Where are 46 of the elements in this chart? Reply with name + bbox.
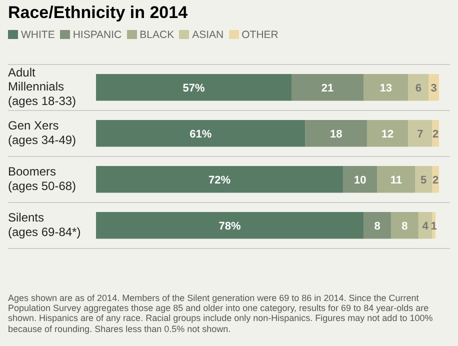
data-label: 61% <box>190 128 212 140</box>
bar <box>96 74 292 101</box>
bar <box>96 212 364 239</box>
data-label: 18 <box>330 128 342 140</box>
data-label: 13 <box>380 82 392 94</box>
bar <box>292 74 364 101</box>
legend-label: HISPANIC <box>72 29 122 41</box>
data-label: 72% <box>208 174 231 186</box>
bar <box>428 74 439 101</box>
data-label: 4 <box>422 220 430 232</box>
bar <box>408 120 432 147</box>
data-label: 6 <box>415 82 422 94</box>
data-label: 8 <box>402 220 408 232</box>
bar <box>414 166 432 193</box>
legend-label: WHITE <box>20 29 55 41</box>
bar <box>377 166 415 193</box>
data-label: 2 <box>432 128 439 140</box>
data-label: 3 <box>430 82 437 94</box>
y-tick-label: Adult Millennials (ages 18-33) <box>8 65 76 108</box>
bar <box>364 212 391 239</box>
text: Ages shown are as of 2014. Members of the Silent generation were 69 to 86 in 2014. Since the Current Population Survey aggregates those age 85 and older into one category, results for 69 to 84 year-olds are shown. Hispanics are of any race. Racial groups include only non-Hispanics. Figures may not add to 100% because of rounding. Shares less than 0.5% not shown. <box>8 293 434 334</box>
data-label: 5 <box>420 174 427 186</box>
bar <box>390 212 418 239</box>
legend-label: OTHER <box>240 29 278 41</box>
bar <box>366 120 408 147</box>
data-label: 11 <box>390 174 402 186</box>
bar <box>342 166 378 193</box>
data-label: 12 <box>381 128 394 140</box>
legend-label: BLACK <box>138 29 174 41</box>
data-label: 21 <box>321 82 334 94</box>
bar <box>364 74 408 101</box>
data-label: 10 <box>354 174 366 186</box>
data-label: 2 <box>432 174 439 186</box>
y-tick-label: Gen Xers (ages 34-49) <box>8 118 76 147</box>
data-label: 8 <box>374 220 380 232</box>
y-tick-label: Boomers (ages 50-68) <box>8 164 76 193</box>
bar <box>96 166 343 193</box>
bar <box>305 120 367 147</box>
chart-title: Race/Ethnicity in 2014 <box>8 3 188 23</box>
bar <box>408 74 429 101</box>
y-tick-label: Silents (ages 69-84*) <box>8 210 81 239</box>
data-label: 78% <box>218 220 241 232</box>
bar <box>96 120 306 147</box>
legend-label: ASIAN <box>191 29 224 41</box>
data-label: 57% <box>182 82 205 94</box>
data-label: 7 <box>417 128 424 140</box>
